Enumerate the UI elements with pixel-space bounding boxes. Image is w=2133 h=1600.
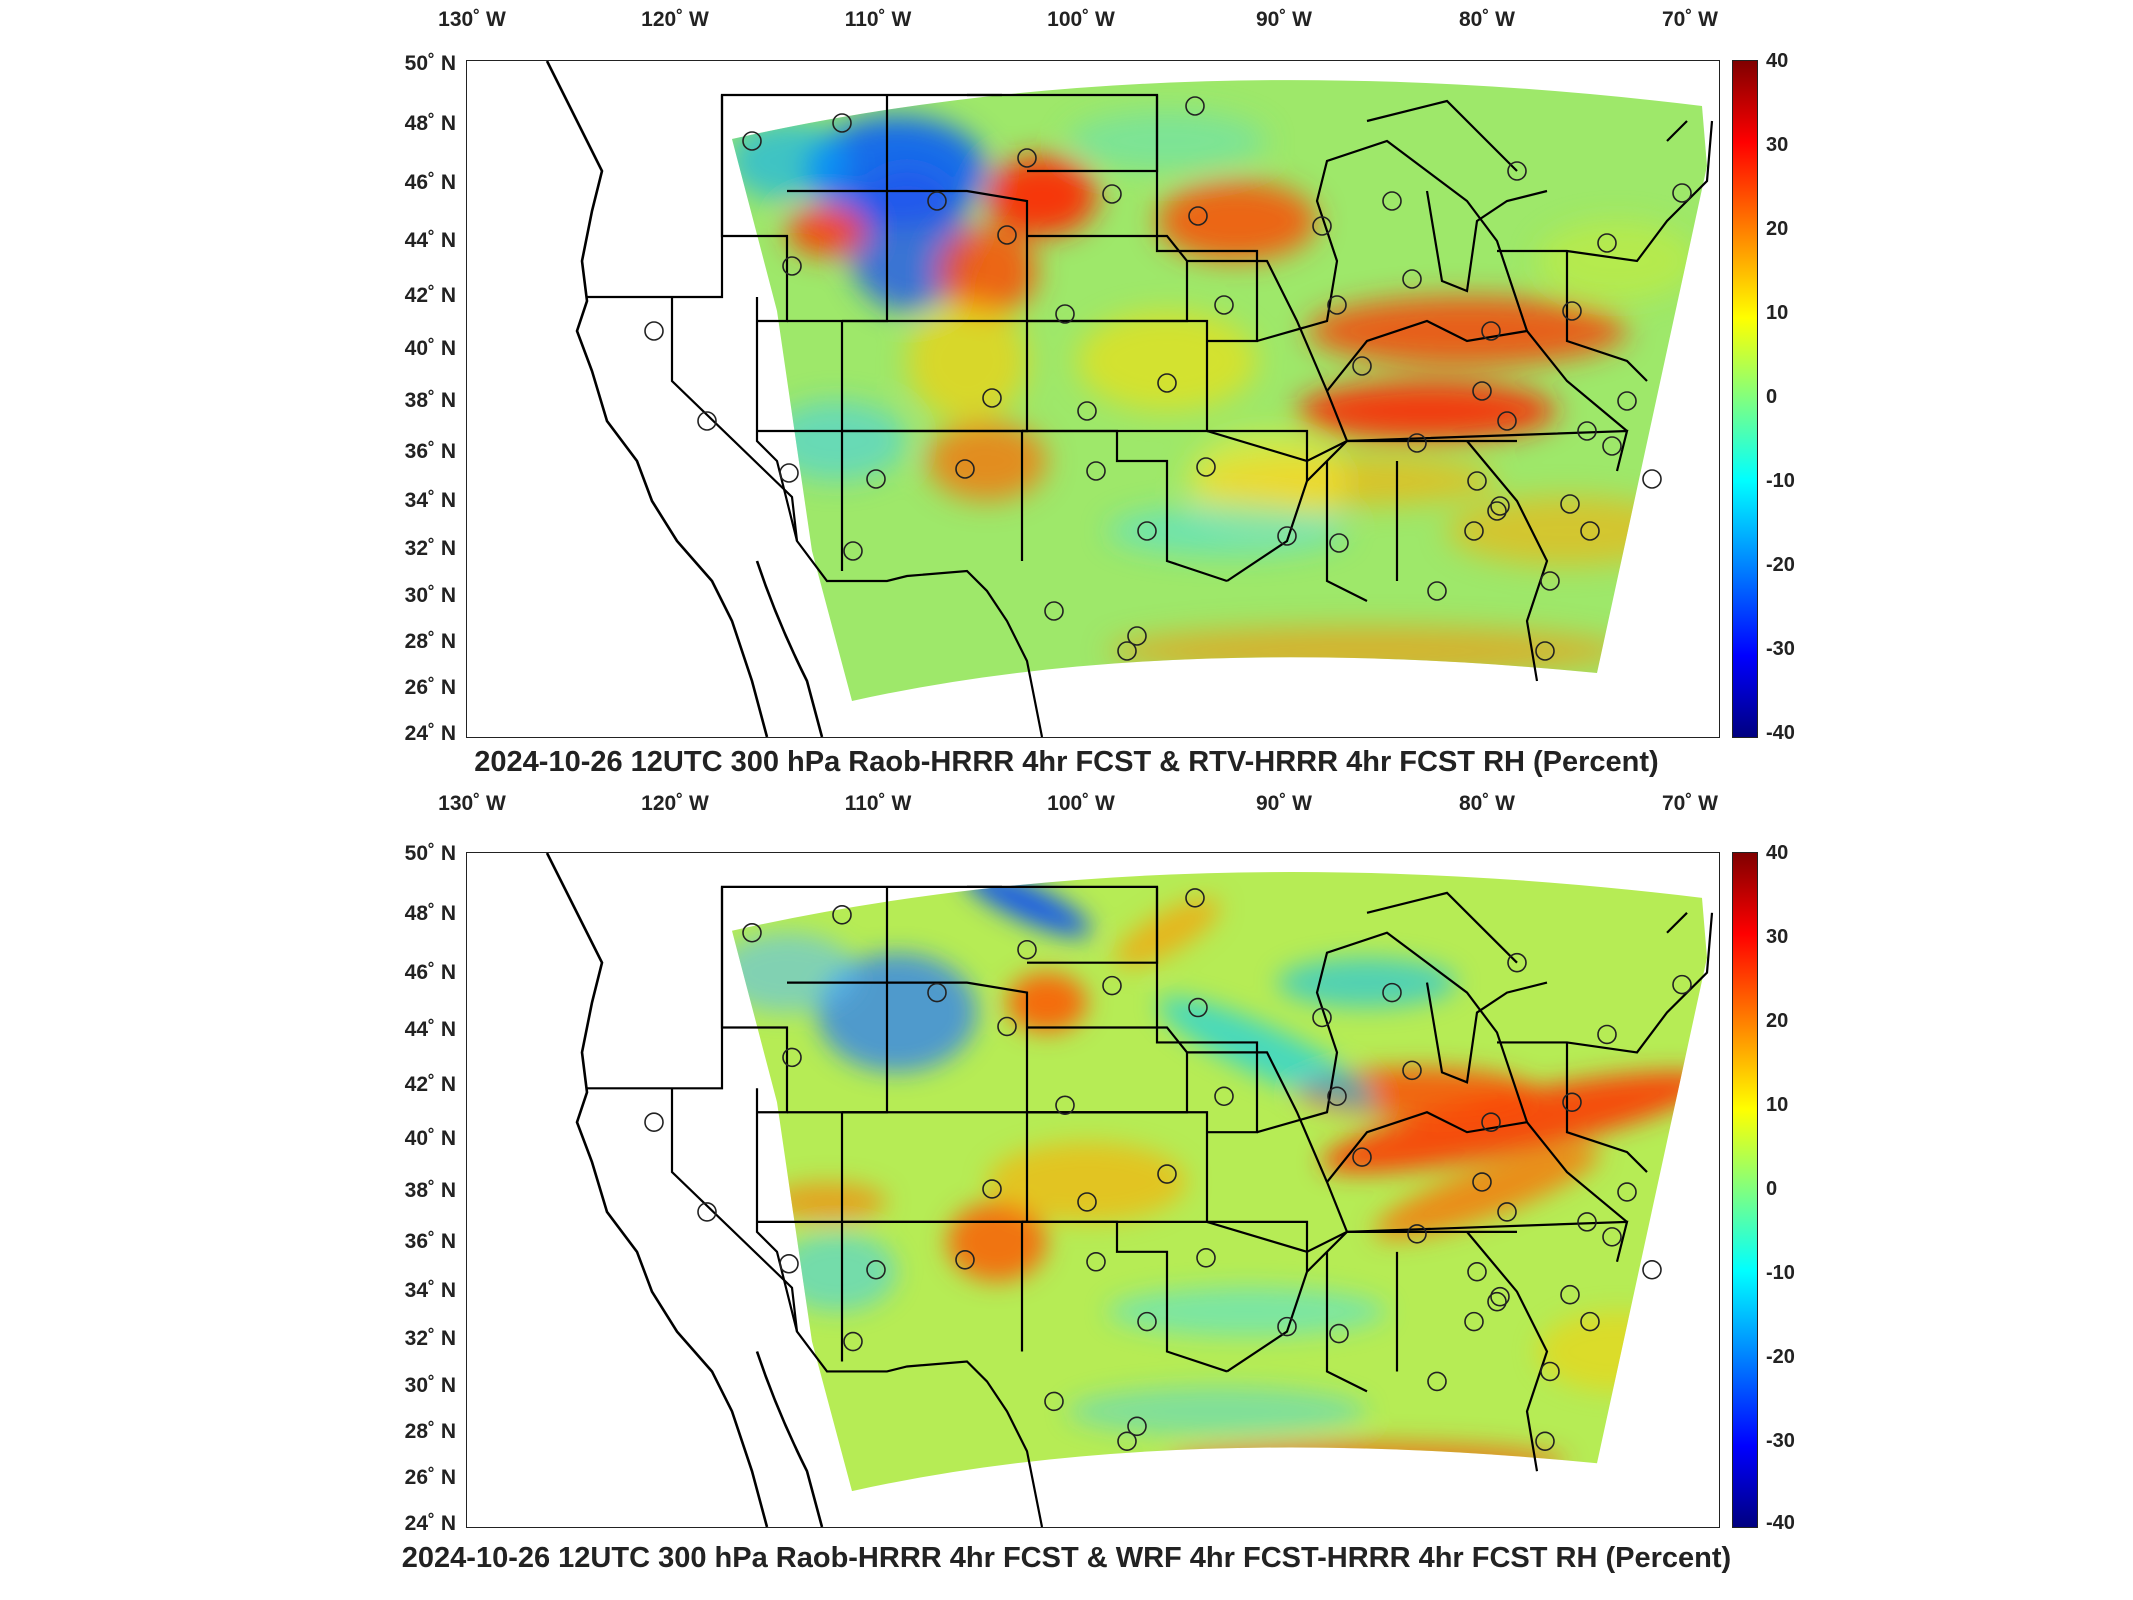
state-boundaries (545, 61, 1714, 737)
lat-tick: 50˚ N (404, 52, 456, 75)
panel-title: 2024-10-26 12UTC 300 hPa Raob-HRRR 4hr F… (401, 1542, 1732, 1574)
map-canvas (545, 853, 1714, 1527)
colorbar-tick: 10 (1766, 1094, 1789, 1116)
colorbar-tick: -10 (1766, 1262, 1795, 1284)
colorbar-tick: -40 (1766, 722, 1795, 744)
rh-field (732, 80, 1707, 701)
panel-title: 2024-10-26 12UTC 300 hPa Raob-HRRR 4hr F… (474, 746, 1659, 778)
lon-tick: 110˚ W (844, 8, 912, 31)
lon-tick: 70˚ W (1661, 8, 1719, 31)
lon-tick: 130˚ W (438, 8, 506, 31)
lat-tick: 32˚ N (404, 1327, 456, 1350)
lat-tick: 30˚ N (404, 1374, 456, 1397)
lat-tick: 34˚ N (404, 489, 456, 512)
colorbar-tick: 10 (1766, 302, 1789, 324)
lat-tick: 34˚ N (404, 1279, 456, 1302)
lon-tick: 70˚ W (1661, 792, 1719, 815)
lat-tick: 30˚ N (404, 584, 456, 607)
lon-tick: 130˚ W (438, 792, 506, 815)
lat-tick: 26˚ N (404, 1466, 456, 1489)
lon-tick: 100˚ W (1047, 8, 1115, 31)
lat-tick: 36˚ N (404, 1230, 456, 1253)
lat-tick: 44˚ N (404, 1018, 456, 1041)
lat-tick: 48˚ N (404, 112, 456, 135)
raob-stations (644, 96, 1692, 661)
lat-tick: 50˚ N (404, 842, 456, 865)
colorbar (1732, 60, 1758, 738)
lat-tick: 28˚ N (404, 1420, 456, 1443)
lat-tick: 32˚ N (404, 537, 456, 560)
lat-tick: 24˚ N (404, 1512, 456, 1535)
lat-tick: 38˚ N (404, 1179, 456, 1202)
lat-tick: 36˚ N (404, 440, 456, 463)
lat-tick: 46˚ N (404, 961, 456, 984)
lat-tick: 44˚ N (404, 229, 456, 252)
lat-tick: 42˚ N (404, 1073, 456, 1096)
lon-tick: 120˚ W (641, 8, 709, 31)
state-boundaries (545, 853, 1714, 1527)
lat-tick: 24˚ N (404, 722, 456, 745)
colorbar (1732, 852, 1758, 1528)
lon-tick: 80˚ W (1458, 792, 1516, 815)
rh-field (732, 872, 1707, 1492)
colorbar-tick: 0 (1766, 386, 1778, 408)
lat-tick: 40˚ N (404, 337, 456, 360)
lat-tick: 26˚ N (404, 676, 456, 699)
colorbar-tick: -10 (1766, 470, 1795, 492)
rh-difference-map (466, 852, 1720, 1528)
colorbar-tick: -20 (1766, 1346, 1795, 1368)
lat-tick: 38˚ N (404, 389, 456, 412)
top-panel: 130˚ W 120˚ W 110˚ W 100˚ W 90˚ W 80˚ W … (0, 0, 2133, 790)
colorbar-tick: 20 (1766, 218, 1789, 240)
colorbar-tick: -20 (1766, 554, 1795, 576)
lat-tick: 28˚ N (404, 630, 456, 653)
colorbar-tick: 40 (1766, 50, 1789, 72)
lat-tick: 42˚ N (404, 284, 456, 307)
bottom-panel: 130˚ W 120˚ W 110˚ W 100˚ W 90˚ W 80˚ W … (0, 790, 2133, 1600)
rh-difference-map (466, 60, 1720, 738)
lon-tick: 100˚ W (1047, 792, 1115, 815)
colorbar-tick: 40 (1766, 842, 1789, 864)
colorbar-tick: 30 (1766, 926, 1789, 948)
lon-tick: 110˚ W (844, 792, 912, 815)
map-canvas (545, 61, 1714, 737)
lat-tick: 48˚ N (404, 902, 456, 925)
colorbar-tick: 20 (1766, 1010, 1789, 1032)
lon-tick: 120˚ W (641, 792, 709, 815)
lon-tick: 80˚ W (1458, 8, 1516, 31)
lon-tick: 90˚ W (1255, 8, 1313, 31)
colorbar-tick: -30 (1766, 1430, 1795, 1452)
colorbar-tick: -30 (1766, 638, 1795, 660)
colorbar-tick: -40 (1766, 1512, 1795, 1534)
lat-tick: 40˚ N (404, 1127, 456, 1150)
colorbar-tick: 0 (1766, 1178, 1778, 1200)
colorbar-tick: 30 (1766, 134, 1789, 156)
lat-tick: 46˚ N (404, 171, 456, 194)
raob-stations (644, 888, 1692, 1452)
lon-tick: 90˚ W (1255, 792, 1313, 815)
